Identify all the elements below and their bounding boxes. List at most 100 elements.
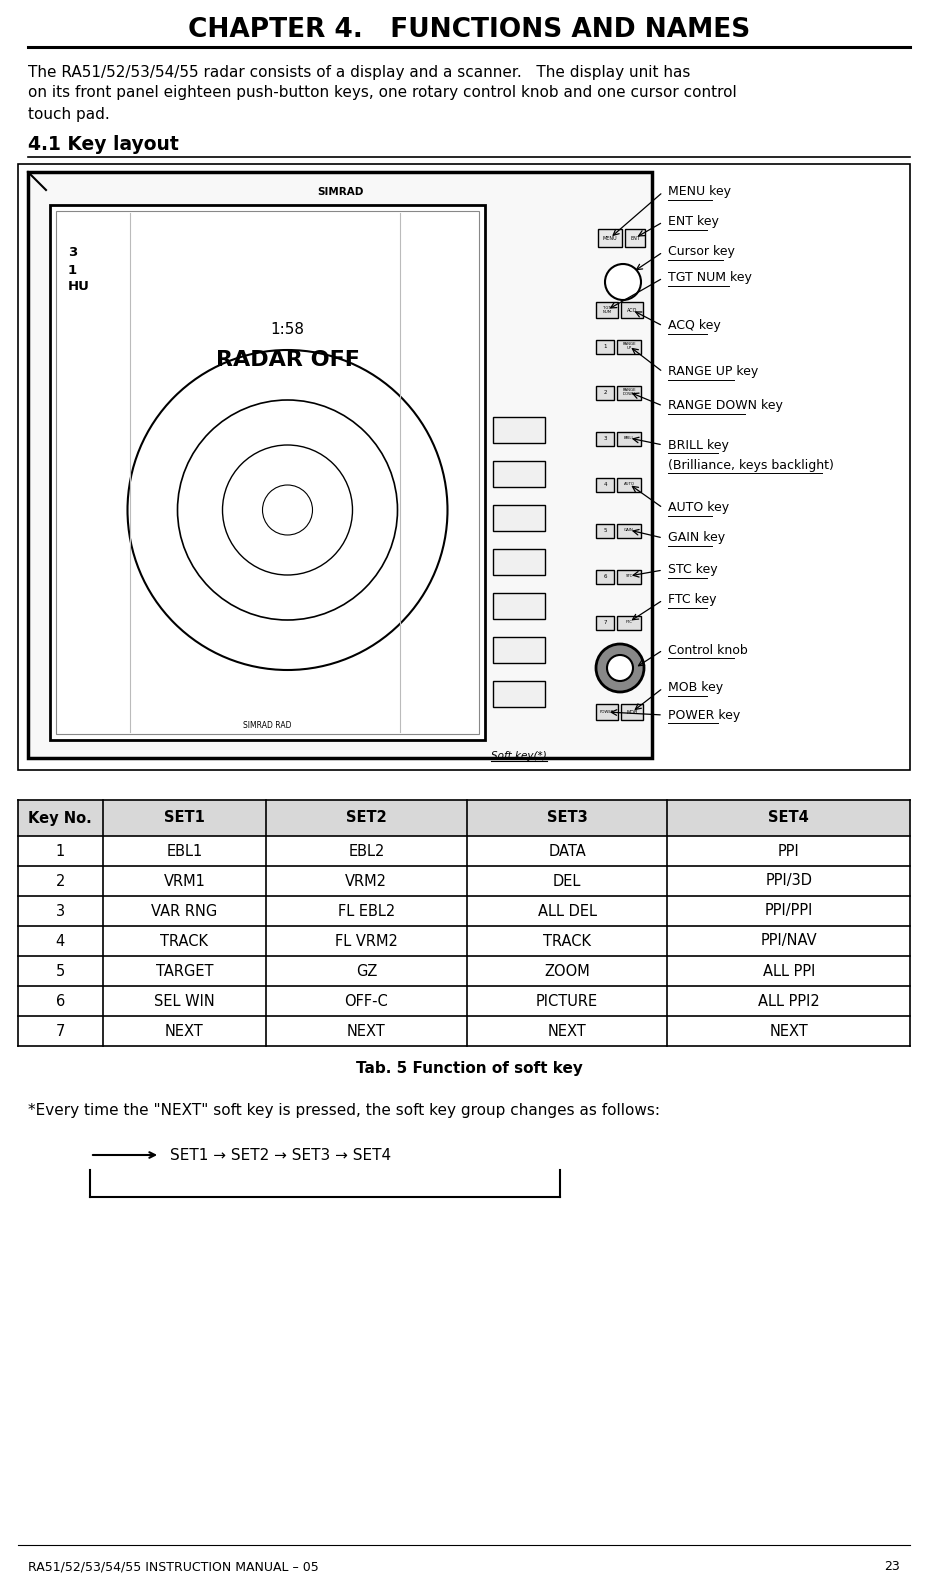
Bar xyxy=(493,638,545,663)
Bar xyxy=(596,570,614,584)
Bar xyxy=(596,432,614,446)
Circle shape xyxy=(263,486,312,535)
Text: RA51/52/53/54/55 INSTRUCTION MANUAL – 05: RA51/52/53/54/55 INSTRUCTION MANUAL – 05 xyxy=(28,1560,319,1574)
Circle shape xyxy=(605,264,641,301)
Text: SET2: SET2 xyxy=(346,810,386,826)
Text: Control knob: Control knob xyxy=(668,644,748,657)
Bar xyxy=(50,206,485,740)
Text: SIMRAD: SIMRAD xyxy=(317,187,363,198)
Text: 23: 23 xyxy=(885,1560,900,1574)
Text: RANGE DOWN key: RANGE DOWN key xyxy=(668,400,783,413)
Text: RANGE UP key: RANGE UP key xyxy=(668,365,758,378)
Text: *Every time the "NEXT" soft key is pressed, the soft key group changes as follow: *Every time the "NEXT" soft key is press… xyxy=(28,1103,660,1117)
Text: VRM2: VRM2 xyxy=(345,873,387,889)
Text: MENU key: MENU key xyxy=(668,185,731,198)
Text: ZOOM: ZOOM xyxy=(544,963,590,979)
Text: GZ: GZ xyxy=(356,963,377,979)
Bar xyxy=(493,680,545,707)
Text: PPI: PPI xyxy=(778,843,799,859)
Text: PPI/3D: PPI/3D xyxy=(765,873,812,889)
Text: EBL2: EBL2 xyxy=(348,843,385,859)
Text: NEXT: NEXT xyxy=(769,1024,808,1038)
Text: 5: 5 xyxy=(55,963,65,979)
Text: SIMRAD RAD: SIMRAD RAD xyxy=(243,720,292,729)
Bar xyxy=(617,524,641,538)
Text: SET1: SET1 xyxy=(164,810,204,826)
Text: RANGE
UP: RANGE UP xyxy=(622,342,636,350)
Text: AUTO key: AUTO key xyxy=(668,501,729,514)
Bar xyxy=(596,386,614,400)
Bar xyxy=(18,800,910,835)
Text: 4: 4 xyxy=(603,481,607,487)
Bar xyxy=(596,524,614,538)
Text: ALL PPI: ALL PPI xyxy=(763,963,815,979)
Circle shape xyxy=(596,644,644,691)
Text: TARGET: TARGET xyxy=(156,963,213,979)
Text: 6: 6 xyxy=(603,574,607,579)
Text: STC: STC xyxy=(626,574,633,577)
Bar xyxy=(28,172,652,758)
Text: ACQ key: ACQ key xyxy=(668,320,720,332)
Text: NEXT: NEXT xyxy=(548,1024,586,1038)
Text: VAR RNG: VAR RNG xyxy=(151,903,218,919)
Text: ACQ: ACQ xyxy=(627,307,637,313)
Text: 7: 7 xyxy=(603,620,607,625)
Text: 4.1 Key layout: 4.1 Key layout xyxy=(28,136,179,155)
Bar xyxy=(596,615,614,630)
Bar xyxy=(18,835,910,865)
Text: RANGE
DOWN: RANGE DOWN xyxy=(622,388,636,396)
Bar xyxy=(596,704,618,720)
Text: TRACK: TRACK xyxy=(543,933,591,949)
Text: DEL: DEL xyxy=(552,873,582,889)
Text: POWER: POWER xyxy=(599,710,614,713)
Text: POWER key: POWER key xyxy=(668,709,740,721)
Text: (Brilliance, keys backlight): (Brilliance, keys backlight) xyxy=(668,459,834,471)
Text: 1: 1 xyxy=(603,343,607,348)
Bar xyxy=(598,229,622,247)
Text: touch pad.: touch pad. xyxy=(28,106,110,122)
Text: 2: 2 xyxy=(603,389,607,394)
Bar xyxy=(493,505,545,532)
Text: ENT key: ENT key xyxy=(668,215,719,228)
Text: on its front panel eighteen push-button keys, one rotary control knob and one cu: on its front panel eighteen push-button … xyxy=(28,85,736,101)
Text: 3: 3 xyxy=(603,435,607,440)
Bar xyxy=(617,570,641,584)
Bar xyxy=(617,340,641,354)
Bar xyxy=(596,478,614,492)
Text: SET4: SET4 xyxy=(768,810,809,826)
Text: NEXT: NEXT xyxy=(165,1024,204,1038)
Bar xyxy=(625,229,645,247)
Circle shape xyxy=(177,400,398,620)
Bar xyxy=(617,478,641,492)
Circle shape xyxy=(222,445,353,574)
Text: PPI/PPI: PPI/PPI xyxy=(764,903,813,919)
Text: VRM1: VRM1 xyxy=(163,873,205,889)
Text: ALL DEL: ALL DEL xyxy=(537,903,597,919)
Bar xyxy=(493,593,545,619)
Text: TRACK: TRACK xyxy=(160,933,208,949)
Circle shape xyxy=(607,655,633,680)
Text: RADAR OFF: RADAR OFF xyxy=(216,350,359,370)
Text: BRILL: BRILL xyxy=(624,437,634,440)
Text: FTC key: FTC key xyxy=(668,593,717,606)
Text: GAIN: GAIN xyxy=(624,528,634,532)
Text: Cursor key: Cursor key xyxy=(668,245,734,258)
Bar xyxy=(596,302,618,318)
Bar xyxy=(18,895,910,925)
Text: ENT: ENT xyxy=(630,236,640,240)
Text: The RA51/52/53/54/55 radar consists of a display and a scanner.   The display un: The RA51/52/53/54/55 radar consists of a… xyxy=(28,65,690,79)
Bar xyxy=(18,165,910,770)
Text: SET1 → SET2 → SET3 → SET4: SET1 → SET2 → SET3 → SET4 xyxy=(170,1147,391,1163)
Bar xyxy=(493,460,545,487)
Text: 3
1
HU: 3 1 HU xyxy=(68,247,90,294)
Text: NEXT: NEXT xyxy=(347,1024,386,1038)
Bar xyxy=(493,418,545,443)
Bar xyxy=(18,956,910,986)
Bar xyxy=(617,615,641,630)
Bar xyxy=(596,340,614,354)
Bar xyxy=(18,1016,910,1046)
Text: 7: 7 xyxy=(55,1024,65,1038)
Text: Tab. 5 Function of soft key: Tab. 5 Function of soft key xyxy=(356,1060,582,1076)
Text: GAIN key: GAIN key xyxy=(668,532,725,544)
Bar xyxy=(621,302,643,318)
